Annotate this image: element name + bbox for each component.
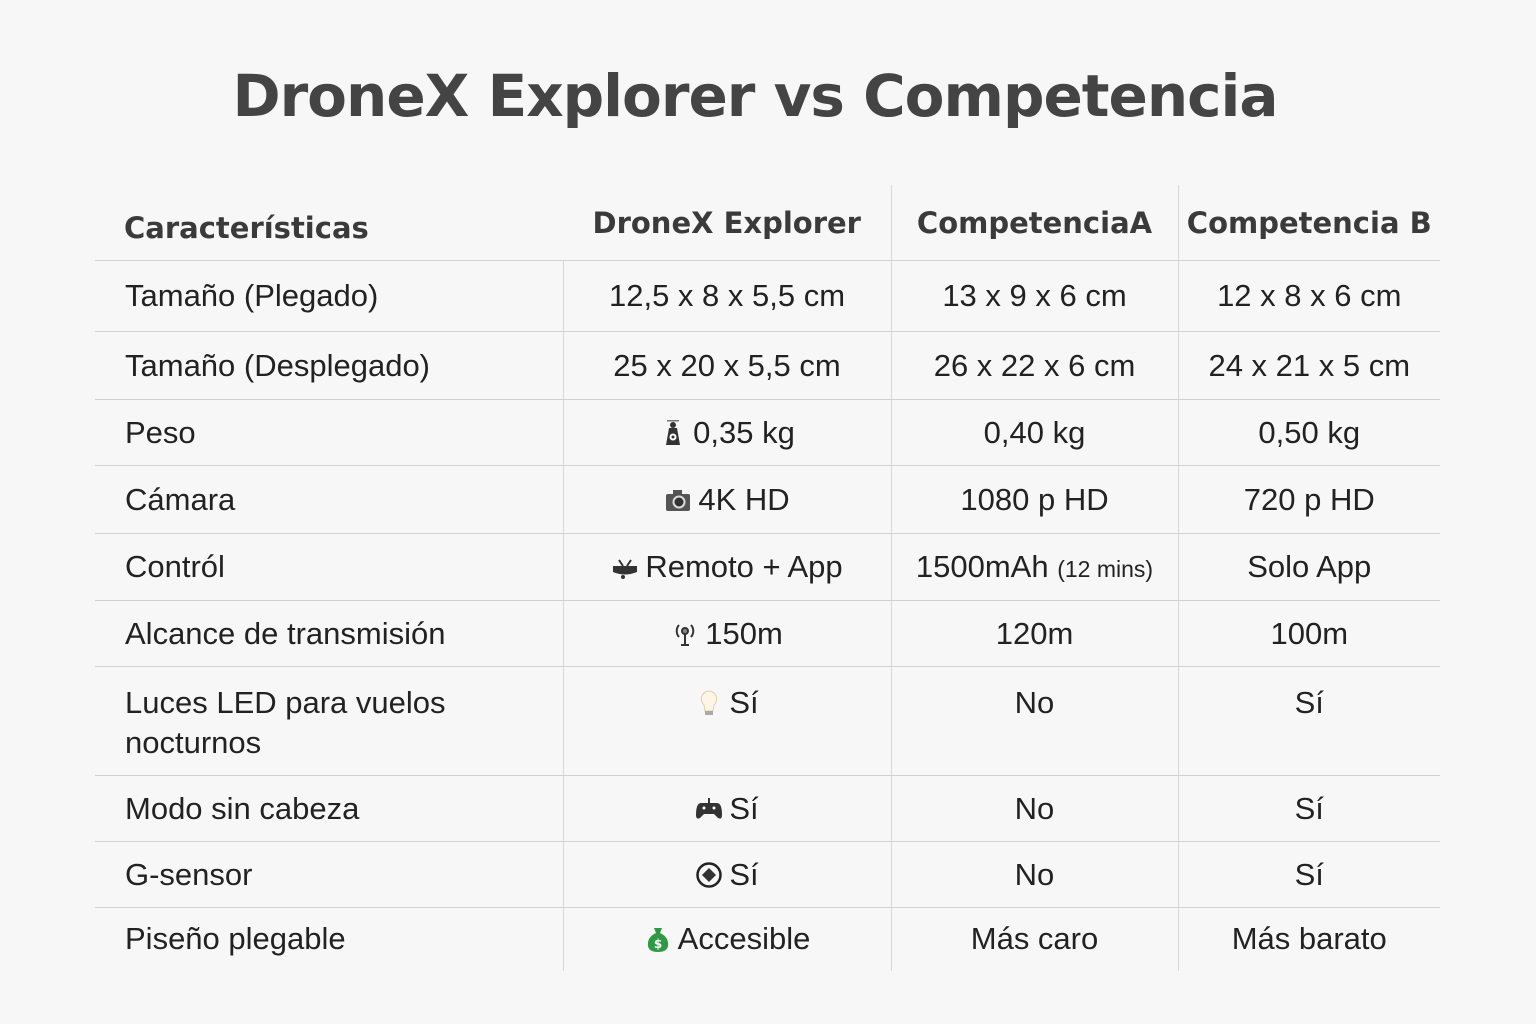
competencia-a-cell: 1080 p HD [890, 465, 1178, 534]
table-row: Contról Remoto + App 1500mAh (12 mins) S… [95, 533, 1440, 601]
comparison-table: Características DroneX Explorer Competen… [95, 185, 1440, 971]
header-competencia-a: CompetenciaA [890, 185, 1178, 261]
table-row: Tamaño (Plegado) 12,5 x 8 x 5,5 cm 13 x … [95, 260, 1440, 332]
feature-label: Alcance de transmisión [95, 600, 563, 667]
competencia-a-cell: 0,40 kg [890, 399, 1178, 466]
weight-icon [659, 419, 687, 447]
feature-label: Tamaño (Plegado) [95, 260, 563, 332]
feature-label: Tamaño (Desplegado) [95, 331, 563, 400]
competencia-a-cell: No [890, 841, 1178, 908]
table-row: Peso 0,35 kg 0,40 kg 0,50 kg [95, 399, 1440, 466]
table-row: Tamaño (Desplegado) 25 x 20 x 5,5 cm 26 … [95, 331, 1440, 400]
competencia-a-value: 1080 p HD [960, 481, 1109, 517]
gamepad-icon [695, 795, 723, 823]
lightbulb-icon [695, 687, 723, 715]
dronex-cell: 0,35 kg [562, 399, 891, 466]
dronex-cell: Remoto + App [562, 533, 891, 601]
competencia-b-cell: 0,50 kg [1177, 399, 1440, 466]
competencia-a-value: 120m [995, 615, 1074, 651]
dronex-value: Remoto + App [645, 549, 843, 584]
dronex-value: 25 x 20 x 5,5 cm [613, 347, 841, 383]
competencia-a-cell: 1500mAh (12 mins) [890, 533, 1178, 601]
dronex-cell: 12,5 x 8 x 5,5 cm [562, 260, 891, 332]
dronex-value: Accesible [677, 921, 811, 957]
competencia-a-value: 1500mAh [915, 549, 1049, 584]
dronex-cell: 25 x 20 x 5,5 cm [562, 331, 891, 400]
dronex-cell: 150m [562, 600, 891, 667]
feature-label: G-sensor [95, 841, 563, 908]
competencia-a-cell: Más caro [890, 907, 1178, 971]
camera-icon [664, 486, 692, 514]
svg-text:$: $ [653, 937, 661, 951]
competencia-b-cell: Más barato [1177, 907, 1440, 971]
competencia-a-cell: No [890, 775, 1178, 842]
table-row: Luces LED para vuelos nocturnos Sí No Sí [95, 666, 1440, 776]
feature-label: Modo sin cabeza [95, 775, 563, 842]
competencia-a-note: (12 mins) [1057, 556, 1154, 582]
feature-label: Luces LED para vuelos nocturnos [95, 666, 563, 776]
header-features: Características [95, 185, 563, 261]
competencia-a-value: Más caro [970, 921, 1099, 957]
dronex-value: Sí [729, 685, 759, 720]
dronex-value: 0,35 kg [693, 414, 795, 450]
header-dronex: DroneX Explorer [563, 185, 891, 261]
competencia-a-value: No [1014, 856, 1055, 892]
competencia-a-value: 13 x 9 x 6 cm [942, 278, 1127, 313]
header-row: Características DroneX Explorer Competen… [95, 185, 1440, 261]
competencia-a-cell: No [890, 666, 1178, 776]
dronex-value: Sí [729, 856, 759, 892]
competencia-b-cell: Solo App [1177, 533, 1440, 601]
competencia-a-value: 0,40 kg [983, 414, 1086, 450]
header-competencia-b: Competencia B [1177, 185, 1440, 261]
feature-label: Cámara [95, 465, 563, 534]
table-row: G-sensor Sí No Sí [95, 841, 1440, 908]
sensor-icon [695, 861, 723, 889]
feature-label: Contról [95, 533, 563, 601]
competencia-b-cell: Sí [1177, 841, 1440, 908]
competencia-b-cell: 100m [1177, 600, 1440, 667]
feature-label: Piseño plegable [125, 921, 346, 957]
competencia-a-value: No [1014, 685, 1055, 720]
dronex-cell: 4K HD [562, 465, 891, 534]
drone-icon [611, 553, 639, 581]
competencia-b-cell: 12 x 8 x 6 cm [1177, 260, 1440, 332]
dronex-value: 4K HD [698, 481, 790, 517]
dronex-cell: $ Accesible [562, 907, 891, 971]
competencia-b-cell: Sí [1177, 666, 1440, 776]
table-row: Alcance de transmisión 150m 120m 100m [95, 600, 1440, 667]
money-bag-icon: $ [644, 925, 672, 953]
table-row: Modo sin cabeza Sí No Sí [95, 775, 1440, 842]
dronex-cell: Sí [562, 666, 891, 776]
competencia-a-value: No [1014, 790, 1055, 826]
competencia-a-cell: 26 x 22 x 6 cm [890, 331, 1178, 400]
competencia-b-cell: 24 x 21 x 5 cm [1177, 331, 1440, 400]
dronex-value: 12,5 x 8 x 5,5 cm [608, 278, 846, 313]
table-row: Piseño plegable $ Accesible Más caro Más … [95, 907, 1440, 971]
competencia-a-cell: 120m [890, 600, 1178, 667]
competencia-b-cell: 720 p HD [1177, 465, 1440, 534]
dronex-cell: Sí [562, 775, 891, 842]
feature-label: Peso [95, 399, 563, 466]
competencia-a-cell: 13 x 9 x 6 cm [890, 260, 1178, 332]
antenna-icon [671, 620, 699, 648]
competencia-b-cell: Sí [1177, 775, 1440, 842]
table-row: Cámara 4K HD 1080 p HD 720 p HD [95, 465, 1440, 534]
dronex-value: 150m [705, 615, 783, 651]
page-title: DroneX Explorer vs Competencia [232, 62, 1278, 130]
competencia-a-value: 26 x 22 x 6 cm [933, 347, 1136, 383]
dronex-cell: Sí [562, 841, 891, 908]
dronex-value: Sí [729, 790, 759, 826]
